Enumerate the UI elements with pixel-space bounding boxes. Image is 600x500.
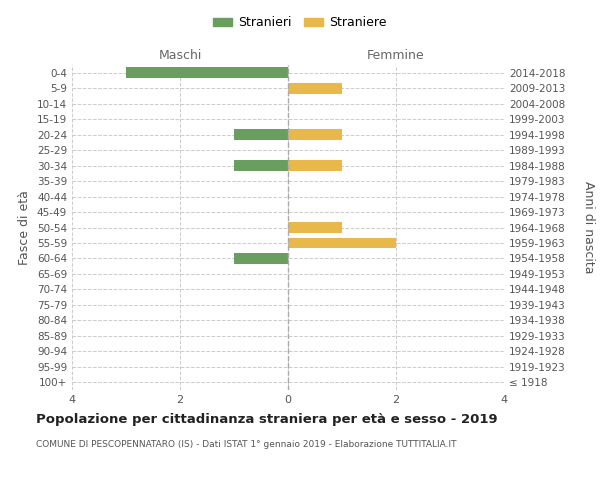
Y-axis label: Anni di nascita: Anni di nascita — [582, 181, 595, 274]
Bar — [288, 160, 342, 171]
Legend: Stranieri, Straniere: Stranieri, Straniere — [208, 11, 392, 34]
Bar — [288, 129, 342, 140]
Bar — [234, 253, 288, 264]
Bar — [126, 68, 288, 78]
Y-axis label: Fasce di età: Fasce di età — [19, 190, 31, 265]
Text: COMUNE DI PESCOPENNATARO (IS) - Dati ISTAT 1° gennaio 2019 - Elaborazione TUTTIT: COMUNE DI PESCOPENNATARO (IS) - Dati IST… — [36, 440, 457, 449]
Bar — [288, 83, 342, 94]
Bar — [288, 238, 396, 248]
Text: Femmine: Femmine — [367, 49, 425, 62]
Text: Maschi: Maschi — [158, 49, 202, 62]
Bar — [234, 129, 288, 140]
Bar — [234, 160, 288, 171]
Bar — [288, 222, 342, 233]
Text: Popolazione per cittadinanza straniera per età e sesso - 2019: Popolazione per cittadinanza straniera p… — [36, 412, 497, 426]
